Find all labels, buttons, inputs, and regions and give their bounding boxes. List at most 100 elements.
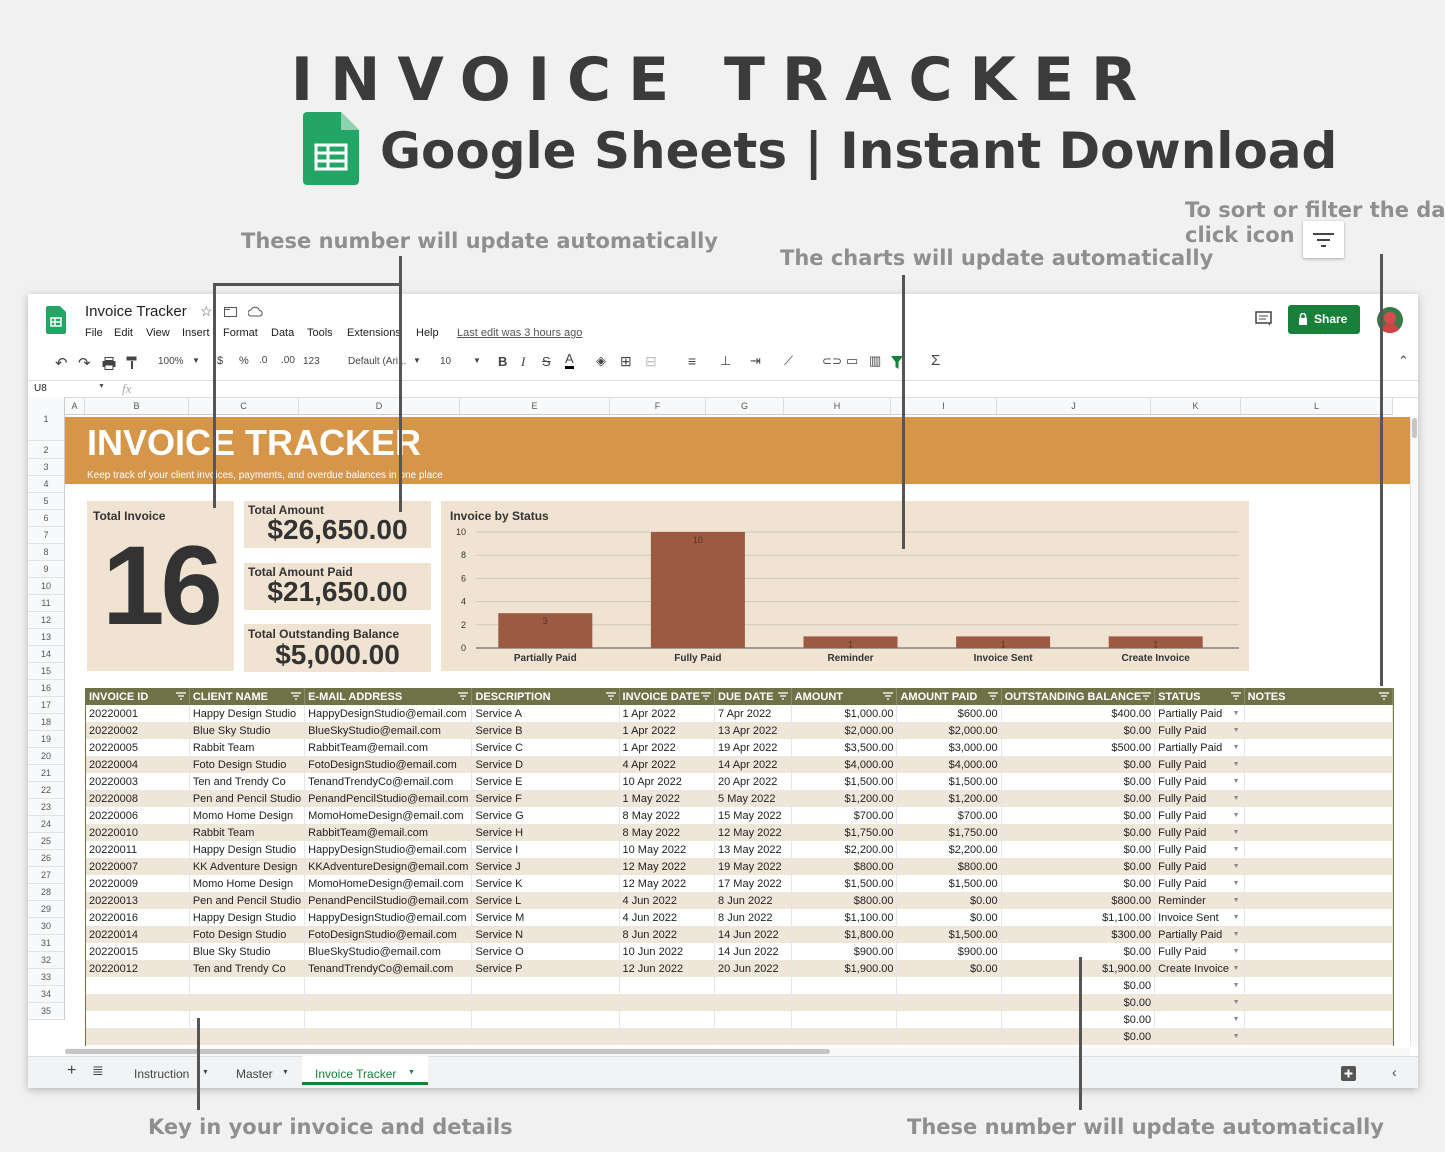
font-size-dropdown-icon[interactable]: ▼	[473, 356, 481, 365]
cell-invoice-id[interactable]: 20220010	[86, 824, 190, 841]
cell-description[interactable]	[471, 1011, 620, 1028]
cell-description[interactable]: Service D	[471, 756, 620, 773]
cell-e-mail-address[interactable]: TenandTrendyCo@email.com	[304, 960, 473, 977]
cell-status[interactable]: Partially Paid ▼	[1154, 739, 1245, 756]
cell-description[interactable]: Service O	[471, 943, 620, 960]
currency-format-button[interactable]: $	[217, 355, 224, 367]
cell-invoice-date[interactable]	[619, 1011, 716, 1028]
cell-client-name[interactable]: Rabbit Team	[189, 739, 306, 756]
row-header[interactable]: 27	[28, 867, 65, 884]
zoom-select[interactable]: 100%	[158, 356, 184, 367]
cell-client-name[interactable]	[189, 977, 306, 994]
cell-client-name[interactable]: Ten and Trendy Co	[189, 773, 306, 790]
cell-amount-paid[interactable]: $700.00	[896, 807, 1002, 824]
cell-notes[interactable]	[1244, 773, 1394, 790]
cell-outstanding-balance[interactable]: $0.00	[1001, 858, 1156, 875]
cell-due-date[interactable]: 14 Jun 2022	[714, 926, 792, 943]
cell-invoice-date[interactable]: 1 Apr 2022	[619, 739, 716, 756]
status-chart[interactable]: Invoice by Status 0 2 4 6 8 10 3 Partially Paid…	[441, 501, 1249, 671]
table-row[interactable]: 20220002 Blue Sky Studio BlueSkyStudio@ema…	[86, 722, 1394, 739]
row-header[interactable]: 19	[28, 731, 65, 748]
cell-outstanding-balance[interactable]: $0.00	[1001, 1011, 1156, 1028]
cell-due-date[interactable]	[714, 1011, 792, 1028]
table-row[interactable]: 20220009 Momo Home Design MomoHomeDesign@e…	[86, 875, 1394, 892]
name-box-dropdown-icon[interactable]: ▼	[98, 383, 105, 390]
cell-status[interactable]: Fully Paid ▼	[1154, 790, 1245, 807]
table-row[interactable]: 20220008 Pen and Pencil Studio PenandPenci…	[86, 790, 1394, 807]
cell-amount[interactable]	[791, 994, 898, 1011]
cell-due-date[interactable]: 15 May 2022	[714, 807, 792, 824]
column-header-status[interactable]: STATUS	[1154, 688, 1245, 705]
cell-notes[interactable]	[1244, 790, 1394, 807]
row-header[interactable]: 31	[28, 935, 65, 952]
cell-notes[interactable]	[1244, 858, 1394, 875]
move-folder-icon[interactable]	[224, 306, 237, 317]
cell-outstanding-balance[interactable]: $0.00	[1001, 1028, 1156, 1045]
cell-e-mail-address[interactable]	[304, 1011, 473, 1028]
cell-outstanding-balance[interactable]: $400.00	[1001, 705, 1156, 722]
chart-bar[interactable]	[1108, 636, 1203, 648]
column-filter-icon[interactable]	[458, 692, 469, 700]
status-dropdown-icon[interactable]: ▼	[1232, 982, 1240, 989]
cell-client-name[interactable]: Foto Design Studio	[189, 756, 306, 773]
status-dropdown-icon[interactable]: ▼	[1232, 897, 1240, 904]
cell-invoice-date[interactable]: 4 Jun 2022	[619, 909, 716, 926]
menu-file[interactable]: File	[85, 327, 103, 339]
table-row[interactable]: 20220014 Foto Design Studio FotoDesignStud…	[86, 926, 1394, 943]
cell-description[interactable]: Service N	[471, 926, 620, 943]
cell-notes[interactable]	[1244, 756, 1394, 773]
row-header[interactable]: 35	[28, 1003, 65, 1020]
tab-master-menu-icon[interactable]: ▼	[282, 1069, 289, 1076]
column-filter-icon[interactable]	[883, 692, 894, 700]
status-dropdown-icon[interactable]: ▼	[1232, 948, 1240, 955]
row-header[interactable]: 30	[28, 918, 65, 935]
cell-amount[interactable]: $700.00	[791, 807, 898, 824]
menu-tools[interactable]: Tools	[307, 327, 333, 339]
tab-master[interactable]: Master	[236, 1067, 273, 1081]
cell-status[interactable]: Invoice Sent ▼	[1154, 909, 1245, 926]
row-header[interactable]: 6	[28, 510, 65, 527]
cell-amount-paid[interactable]: $2,200.00	[896, 841, 1002, 858]
cell-description[interactable]: Service A	[471, 705, 620, 722]
cell-description[interactable]: Service P	[471, 960, 620, 977]
font-select[interactable]: Default (Ari...	[348, 356, 407, 367]
cell-notes[interactable]	[1244, 994, 1394, 1011]
cell-notes[interactable]	[1244, 1028, 1394, 1045]
column-header-d[interactable]: D	[299, 398, 460, 415]
table-row[interactable]: 20220001 Happy Design Studio HappyDesignSt…	[86, 705, 1394, 722]
fill-color-icon[interactable]: ◈	[596, 353, 606, 368]
cell-notes[interactable]	[1244, 841, 1394, 858]
status-dropdown-icon[interactable]: ▼	[1232, 761, 1240, 768]
cell-amount-paid[interactable]: $1,750.00	[896, 824, 1002, 841]
cell-client-name[interactable]	[189, 1011, 306, 1028]
cell-e-mail-address[interactable]: RabbitTeam@email.com	[304, 739, 473, 756]
cell-invoice-id[interactable]: 20220012	[86, 960, 190, 977]
cell-due-date[interactable]: 12 May 2022	[714, 824, 792, 841]
cell-status[interactable]: ▼	[1154, 994, 1245, 1011]
cell-e-mail-address[interactable]: RabbitTeam@email.com	[304, 824, 473, 841]
column-header-i[interactable]: I	[891, 398, 997, 415]
status-dropdown-icon[interactable]: ▼	[1232, 1033, 1240, 1040]
functions-icon[interactable]: Σ	[931, 352, 941, 369]
cell-due-date[interactable]: 19 May 2022	[714, 858, 792, 875]
cell-invoice-id[interactable]: 20220016	[86, 909, 190, 926]
cell-description[interactable]: Service J	[471, 858, 620, 875]
chart-bar[interactable]	[498, 613, 593, 648]
cell-e-mail-address[interactable]: KKAdventureDesign@email.com	[304, 858, 473, 875]
cell-amount-paid[interactable]: $800.00	[896, 858, 1002, 875]
table-row[interactable]: $0.00 ▼	[86, 1011, 1394, 1028]
cell-status[interactable]: Fully Paid ▼	[1154, 824, 1245, 841]
cell-amount[interactable]	[791, 977, 898, 994]
status-dropdown-icon[interactable]: ▼	[1232, 863, 1240, 870]
cell-e-mail-address[interactable]: PenandPencilStudio@email.com	[304, 790, 473, 807]
cell-outstanding-balance[interactable]: $300.00	[1001, 926, 1156, 943]
row-header[interactable]: 10	[28, 578, 65, 595]
cell-invoice-id[interactable]: 20220015	[86, 943, 190, 960]
row-header[interactable]: 17	[28, 697, 65, 714]
zoom-dropdown-icon[interactable]: ▼	[192, 356, 200, 365]
cell-amount[interactable]: $900.00	[791, 943, 898, 960]
cell-description[interactable]	[471, 994, 620, 1011]
percent-format-button[interactable]: %	[239, 355, 249, 367]
cell-invoice-id[interactable]: 20220014	[86, 926, 190, 943]
cell-client-name[interactable]: Happy Design Studio	[189, 909, 306, 926]
